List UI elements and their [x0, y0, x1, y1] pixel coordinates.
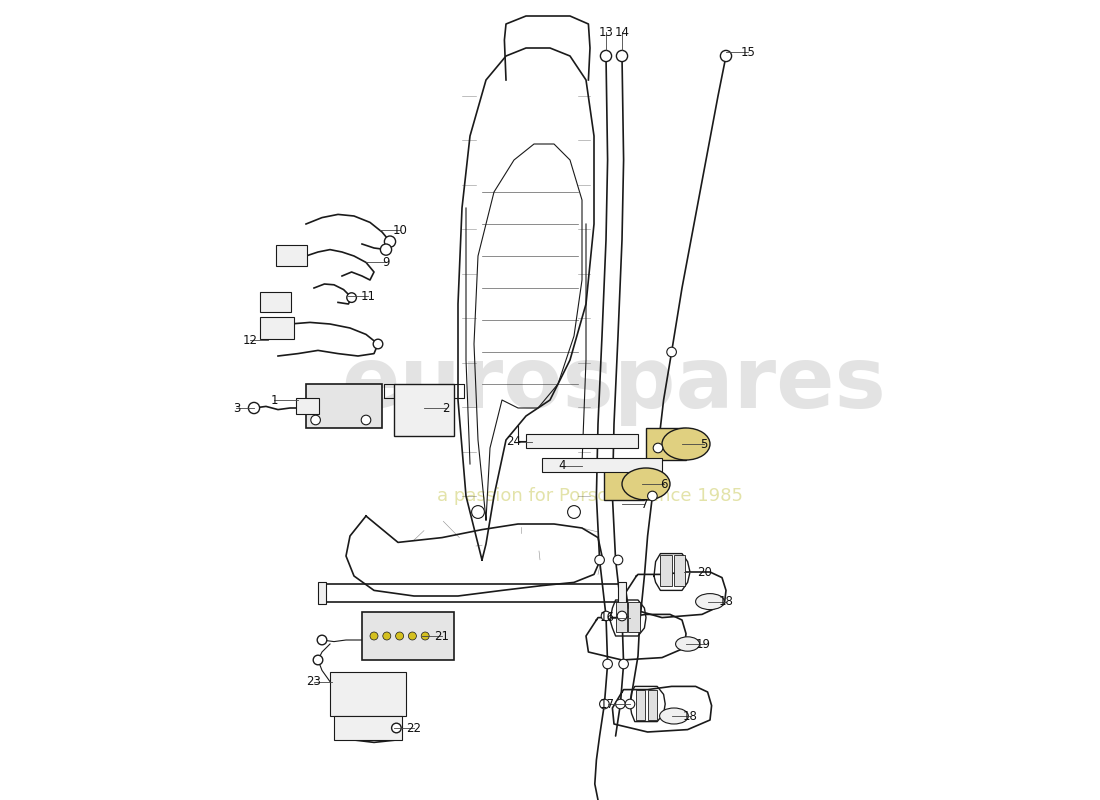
- Circle shape: [625, 699, 635, 709]
- Circle shape: [600, 699, 609, 709]
- Circle shape: [617, 611, 627, 621]
- Text: 18: 18: [683, 710, 697, 722]
- Text: a passion for Porsches since 1985: a passion for Porsches since 1985: [437, 487, 742, 505]
- Bar: [362, 612, 454, 660]
- Text: 13: 13: [598, 26, 614, 38]
- Bar: [318, 582, 326, 604]
- Text: 9: 9: [383, 256, 389, 269]
- Text: 22: 22: [407, 722, 421, 734]
- Text: 15: 15: [741, 46, 756, 58]
- Bar: [542, 458, 662, 472]
- Circle shape: [314, 655, 322, 665]
- Text: 20: 20: [697, 566, 712, 578]
- Bar: [334, 716, 402, 740]
- Text: 4: 4: [558, 459, 565, 472]
- Circle shape: [603, 659, 613, 669]
- Text: 21: 21: [434, 630, 450, 642]
- Bar: [604, 468, 645, 500]
- Bar: [616, 602, 627, 632]
- Bar: [261, 292, 290, 312]
- Text: 17: 17: [601, 698, 615, 710]
- Circle shape: [408, 632, 417, 640]
- Circle shape: [602, 611, 610, 621]
- Text: 19: 19: [696, 638, 711, 650]
- Bar: [306, 384, 382, 428]
- Circle shape: [392, 723, 402, 733]
- Ellipse shape: [660, 708, 689, 724]
- Ellipse shape: [675, 637, 700, 651]
- Text: 6: 6: [660, 478, 668, 490]
- Text: 11: 11: [361, 290, 376, 302]
- Bar: [394, 384, 454, 436]
- Text: 3: 3: [233, 402, 240, 414]
- Circle shape: [373, 339, 383, 349]
- Circle shape: [613, 555, 623, 565]
- Circle shape: [616, 50, 628, 62]
- Circle shape: [653, 443, 663, 453]
- Text: 1: 1: [271, 394, 277, 406]
- Bar: [330, 672, 406, 716]
- Circle shape: [381, 244, 392, 255]
- Circle shape: [667, 347, 676, 357]
- Circle shape: [361, 415, 371, 425]
- Bar: [674, 555, 685, 586]
- Circle shape: [720, 50, 732, 62]
- Text: 12: 12: [242, 334, 257, 346]
- Circle shape: [396, 632, 404, 640]
- Text: eurospares: eurospares: [342, 342, 887, 426]
- Bar: [646, 428, 686, 460]
- Bar: [628, 602, 639, 632]
- Bar: [261, 317, 294, 339]
- Circle shape: [370, 632, 378, 640]
- Bar: [636, 690, 646, 720]
- Circle shape: [568, 506, 581, 518]
- Circle shape: [421, 632, 429, 640]
- Text: 10: 10: [393, 224, 408, 237]
- Circle shape: [619, 659, 628, 669]
- Text: 23: 23: [307, 675, 321, 688]
- Bar: [660, 555, 672, 586]
- Circle shape: [346, 293, 356, 302]
- Circle shape: [616, 699, 625, 709]
- Text: 18: 18: [718, 595, 734, 608]
- Text: 2: 2: [442, 402, 450, 414]
- Bar: [618, 582, 626, 604]
- Circle shape: [472, 506, 484, 518]
- Circle shape: [383, 632, 390, 640]
- Circle shape: [601, 50, 612, 62]
- Circle shape: [595, 555, 604, 565]
- Text: 16: 16: [601, 611, 615, 624]
- Text: 14: 14: [615, 26, 629, 38]
- Text: 5: 5: [700, 438, 707, 450]
- Text: 24: 24: [506, 435, 521, 448]
- Bar: [526, 434, 638, 448]
- Circle shape: [249, 402, 260, 414]
- Bar: [276, 245, 307, 266]
- Bar: [296, 398, 319, 414]
- Ellipse shape: [695, 594, 725, 610]
- Circle shape: [317, 635, 327, 645]
- Circle shape: [311, 415, 320, 425]
- Text: 7: 7: [640, 498, 648, 510]
- Ellipse shape: [662, 428, 710, 460]
- Circle shape: [648, 491, 657, 501]
- Bar: [648, 690, 657, 720]
- Circle shape: [384, 236, 396, 247]
- Ellipse shape: [621, 468, 670, 500]
